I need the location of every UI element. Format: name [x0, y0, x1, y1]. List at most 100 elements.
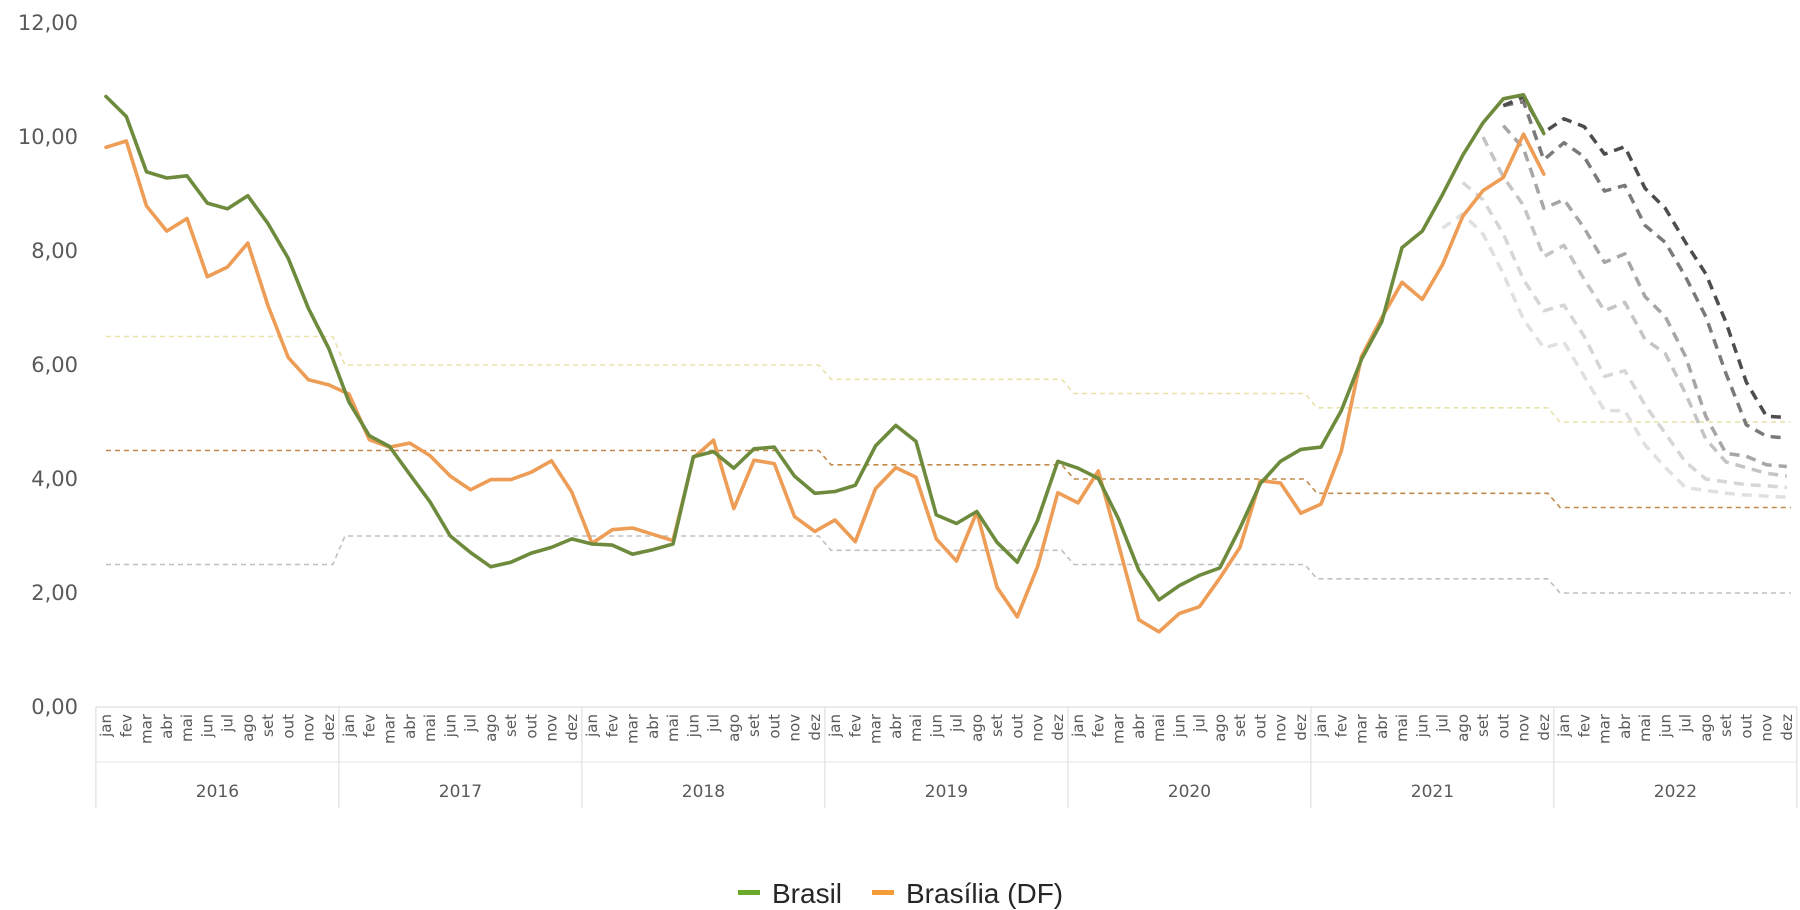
x-tick-label: abr: [1616, 713, 1634, 739]
x-tick-label: dez: [1778, 714, 1796, 741]
x-tick-label: mai: [1393, 714, 1411, 742]
y-tick-label: 8,00: [31, 239, 78, 263]
x-tick-label: out: [1737, 714, 1755, 739]
x-tick-label: dez: [1292, 714, 1310, 741]
x-tick-label: set: [745, 714, 763, 737]
legend-brasil-swatch: [738, 890, 760, 895]
x-tick-label: fev: [603, 714, 621, 738]
x-tick-label: fev: [360, 714, 378, 738]
x-tick-label: ago: [725, 714, 743, 742]
x-tick-label: ago: [482, 714, 500, 742]
projection-line: [1502, 95, 1787, 420]
x-tick-label: dez: [563, 714, 581, 741]
x-tick-label: abr: [644, 713, 662, 739]
x-tick-label: jun: [927, 714, 945, 738]
x-tick-label: fev: [117, 714, 135, 738]
x-tick-label: abr: [1130, 713, 1148, 739]
target-center-line: [106, 449, 1791, 509]
legend-brasil-label: Brasil: [772, 878, 842, 909]
x-year-label: 2022: [1654, 782, 1697, 802]
legend-brasilia-label: Brasília (DF): [906, 878, 1063, 909]
x-tick-label: mar: [624, 713, 642, 744]
x-tick-label: ago: [1211, 714, 1229, 742]
projection-line: [1501, 124, 1787, 469]
y-tick-label: 0,00: [31, 695, 78, 719]
x-tick-label: jul: [1677, 714, 1695, 733]
x-tick-label: jan: [583, 714, 601, 738]
x-tick-label: jul: [948, 714, 966, 733]
x-tick-label: nov: [786, 714, 804, 742]
x-tick-label: dez: [806, 714, 824, 741]
x-tick-label: mar: [1110, 713, 1128, 744]
x-tick-label: jan: [1555, 714, 1573, 738]
x-tick-label: out: [1008, 714, 1026, 739]
x-tick-label: mai: [664, 714, 682, 742]
x-tick-label: jul: [705, 714, 723, 733]
y-tick-label: 10,00: [18, 125, 78, 149]
x-tick-label: abr: [401, 713, 419, 739]
x-tick-label: nov: [1272, 714, 1290, 742]
series-brasil-line: [104, 93, 1546, 602]
x-tick-label: dez: [320, 714, 338, 741]
x-year-label: 2017: [439, 782, 482, 802]
x-tick-label: set: [1474, 714, 1492, 737]
x-tick-label: mar: [138, 713, 156, 744]
x-year-label: 2020: [1168, 782, 1211, 802]
x-tick-label: out: [522, 714, 540, 739]
x-tick-label: jun: [684, 714, 702, 738]
x-tick-label: mar: [381, 713, 399, 744]
x-tick-label: mai: [178, 714, 196, 742]
legend: Brasil Brasília (DF): [738, 878, 1063, 909]
projection-line: [1461, 181, 1787, 490]
projection-lines: [1441, 95, 1788, 499]
target-lower-line: [106, 535, 1791, 594]
x-axis: jan fev mar abr mai jun jul ago set out nov dez jan f…: [95, 706, 1798, 808]
target-upper-line: [106, 335, 1791, 423]
x-tick-label: nov: [1515, 714, 1533, 742]
x-tick-label: set: [988, 714, 1006, 737]
x-tick-label: abr: [158, 713, 176, 739]
x-tick-label: out: [1494, 714, 1512, 739]
x-tick-label: fev: [1575, 714, 1593, 738]
x-year-label: 2019: [925, 782, 968, 802]
x-tick-label: jan: [1069, 714, 1087, 738]
x-tick-label: abr: [1373, 713, 1391, 739]
x-tick-label: jan: [97, 714, 115, 738]
x-tick-label: nov: [543, 714, 561, 742]
y-tick-label: 6,00: [31, 353, 78, 377]
legend-brasilia-swatch: [872, 890, 894, 895]
x-tick-label: dez: [1535, 714, 1553, 741]
projection-line: [1502, 99, 1787, 440]
x-tick-label: nov: [1029, 714, 1047, 742]
y-tick-label: 2,00: [31, 581, 78, 605]
x-tick-label: ago: [1454, 714, 1472, 742]
x-tick-label: mar: [1353, 713, 1371, 744]
projection-line: [1481, 136, 1788, 478]
x-tick-label: mai: [421, 714, 439, 742]
x-tick-label: mai: [1636, 714, 1654, 742]
y-axis-ticks: 0,00 2,00 4,00 6,00 8,00 10,00 12,00: [18, 11, 78, 719]
x-tick-label: jun: [1413, 714, 1431, 738]
x-tick-label: abr: [887, 713, 905, 739]
x-tick-label: ago: [1697, 714, 1715, 742]
x-tick-label: jun: [1170, 714, 1188, 738]
x-tick-label: nov: [300, 714, 318, 742]
x-tick-label: dez: [1049, 714, 1067, 741]
x-tick-label: set: [1717, 714, 1735, 737]
x-tick-label: fev: [1089, 714, 1107, 738]
x-tick-label: set: [259, 714, 277, 737]
x-tick-label: mai: [1150, 714, 1168, 742]
x-tick-label: mar: [867, 713, 885, 744]
x-tick-label: fev: [846, 714, 864, 738]
x-tick-label: set: [502, 714, 520, 737]
x-tick-label: jan: [340, 714, 358, 738]
x-year-label: 2016: [196, 782, 239, 802]
x-year-label: 2021: [1411, 782, 1454, 802]
x-tick-label: mar: [1596, 713, 1614, 744]
x-tick-label: jun: [1656, 714, 1674, 738]
series-brasilia-line: [104, 132, 1546, 634]
x-tick-label: jun: [198, 714, 216, 738]
x-tick-label: jul: [462, 714, 480, 733]
x-tick-label: jan: [826, 714, 844, 738]
